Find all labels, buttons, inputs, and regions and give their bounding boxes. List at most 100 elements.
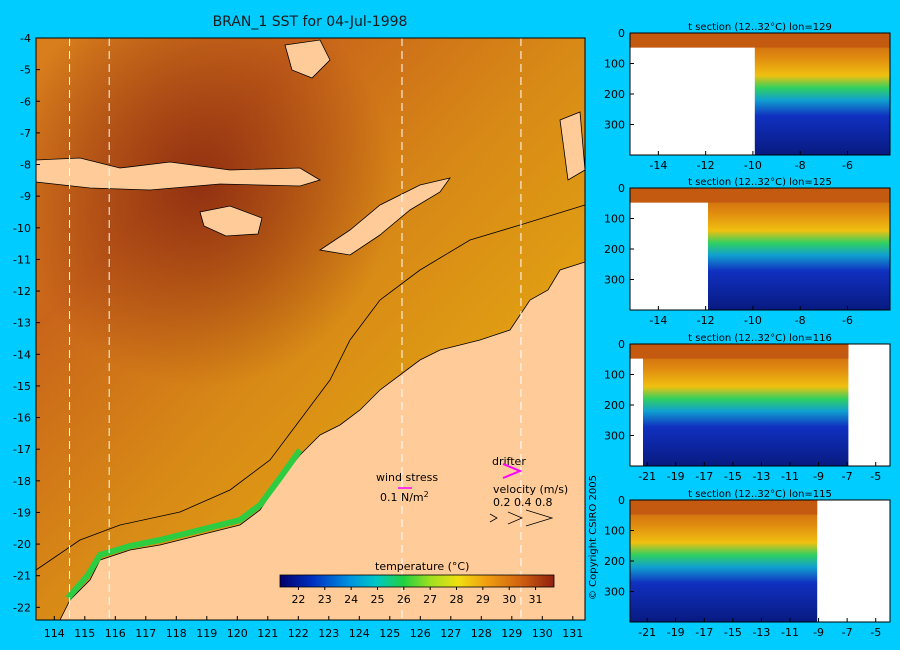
section-y-tick-label: 300	[604, 274, 625, 287]
section-x-tick-label: -7	[842, 470, 853, 483]
section-panel: t section (12..32°C) lon=115 -21 -19 -17 -15…	[604, 489, 891, 639]
map-x-axis: 114 115 116 117 118 119 120 121 122 123 124 125 126 1…	[44, 616, 583, 640]
map-y-tick-label: -11	[13, 253, 31, 266]
section-temperature-field	[708, 188, 890, 310]
section-title: t section (12..32°C) lon=129	[688, 22, 832, 33]
colorbar-tick-label: 26	[397, 593, 411, 606]
map-x-tick-label: 115	[74, 627, 95, 640]
section-y-tick-label: 200	[604, 399, 625, 412]
section-x-tick-label: -6	[842, 159, 853, 172]
map-y-tick-label: -19	[13, 506, 31, 519]
section-y-tick-label: 0	[618, 494, 625, 507]
section-x-tick-label: -13	[752, 626, 770, 639]
map-x-tick-label: 124	[349, 627, 370, 640]
section-x-tick-label: -15	[724, 626, 742, 639]
section-x-tick-label: -7	[842, 626, 853, 639]
colorbar-tick-label: 28	[450, 593, 464, 606]
colorbar-tick-label: 31	[529, 593, 543, 606]
map-x-tick-label: 118	[166, 627, 187, 640]
section-x-tick-label: -8	[795, 314, 806, 327]
colorbar-tick-label: 22	[291, 593, 305, 606]
map-x-tick-label: 128	[471, 627, 492, 640]
map-x-tick-label: 125	[379, 627, 400, 640]
velocity-label: velocity (m/s)	[493, 483, 568, 496]
map-x-tick-label: 127	[440, 627, 461, 640]
map-x-tick-label: 126	[410, 627, 431, 640]
section-x-tick-label: -8	[795, 159, 806, 172]
colorbar-tick-label: 24	[344, 593, 358, 606]
map-frame	[35, 37, 586, 621]
section-y-tick-label: 300	[604, 430, 625, 443]
drifter-icon	[502, 463, 523, 479]
map-x-tick-label: 121	[257, 627, 278, 640]
colorbar-tick-label: 29	[476, 593, 490, 606]
island-timor	[318, 177, 451, 256]
section-title: t section (12..32°C) lon=125	[688, 177, 832, 188]
map-x-tick-label: 120	[227, 627, 248, 640]
map-x-tick-label: 130	[532, 627, 553, 640]
colorbar-ticks: 22 23 24 25 26 27 28 29 30 31	[291, 587, 543, 606]
section-panel: t section (12..32°C) lon=129 -14 -12 -10 -8 -…	[604, 22, 891, 172]
section-x-tick-label: -14	[649, 159, 667, 172]
shelf-contour	[35, 204, 586, 571]
map-y-tick-label: -17	[13, 443, 31, 456]
section-x-tick-label: -12	[697, 314, 715, 327]
section-panel: t section (12..32°C) lon=116 -21 -19 -17 -15…	[604, 333, 891, 483]
map-y-tick-label: -13	[13, 317, 31, 330]
australia-land	[59, 261, 586, 621]
section-y-tick-label: 100	[604, 58, 625, 71]
map-x-tick-label: 114	[44, 627, 65, 640]
island-sumba	[199, 205, 263, 237]
section-x-tick-label: -10	[744, 314, 762, 327]
copyright-notice: © Copyright CSIRO 2005	[588, 475, 599, 600]
section-x-tick-label: -5	[870, 470, 881, 483]
colorbar-tick-label: 25	[370, 593, 384, 606]
map-y-tick-label: -14	[13, 348, 31, 361]
colorbar	[279, 574, 555, 588]
section-x-tick-label: -19	[667, 626, 685, 639]
section-y-tick-label: 300	[604, 586, 625, 599]
section-surface-layer	[630, 344, 849, 359]
section-y-tick-label: 100	[604, 213, 625, 226]
velocity-scale: 0.2 0.4 0.8	[493, 496, 552, 509]
map-title: BRAN_1 SST for 04-Jul-1998	[212, 14, 408, 30]
map-x-tick-label: 116	[105, 627, 126, 640]
colorbar-tick-label: 23	[318, 593, 332, 606]
section-x-tick-label: -15	[724, 470, 742, 483]
velocity-arrows	[489, 509, 554, 527]
section-x-tick-label: -12	[697, 159, 715, 172]
map-y-tick-label: -18	[13, 475, 31, 488]
section-y-tick-label: 200	[604, 88, 625, 101]
section-y-tick-label: 100	[604, 369, 625, 382]
section-y-tick-label: 0	[618, 182, 625, 195]
map-x-tick-label: 131	[562, 627, 583, 640]
map-y-tick-label: -15	[13, 380, 31, 393]
section-x-tick-label: -5	[870, 626, 881, 639]
map-y-tick-label: -5	[20, 64, 31, 77]
section-y-tick-label: 0	[618, 27, 625, 40]
section-temperature-field	[754, 33, 890, 155]
map-x-tick-label: 119	[196, 627, 217, 640]
section-x-tick-label: -11	[781, 470, 799, 483]
map-y-tick-label: -22	[13, 601, 31, 614]
section-x-tick-label: -13	[752, 470, 770, 483]
map-y-tick-label: -9	[20, 190, 31, 203]
map-y-tick-label: -8	[20, 159, 31, 172]
colorbar-tick-label: 30	[502, 593, 516, 606]
section-temperature-field	[630, 500, 818, 622]
section-x-tick-label: -11	[781, 626, 799, 639]
map-y-axis: -4 -5 -6 -7 -8 -9 -10 -11 -12 -13 -14 -15 -16 -17 -18 -…	[13, 32, 40, 614]
map-y-tick-label: -4	[20, 32, 31, 45]
section-title: t section (12..32°C) lon=116	[688, 333, 832, 344]
section-x-tick-label: -6	[842, 314, 853, 327]
map-x-tick-label: 117	[135, 627, 156, 640]
section-y-tick-label: 200	[604, 555, 625, 568]
map-y-tick-label: -20	[13, 538, 31, 551]
section-lines	[69, 38, 522, 620]
section-x-tick-label: -17	[695, 626, 713, 639]
map-y-tick-label: -10	[13, 222, 31, 235]
section-x-tick-label: -19	[667, 470, 685, 483]
colorbar-label: temperature (°C)	[375, 560, 469, 573]
section-x-tick-label: -17	[695, 470, 713, 483]
